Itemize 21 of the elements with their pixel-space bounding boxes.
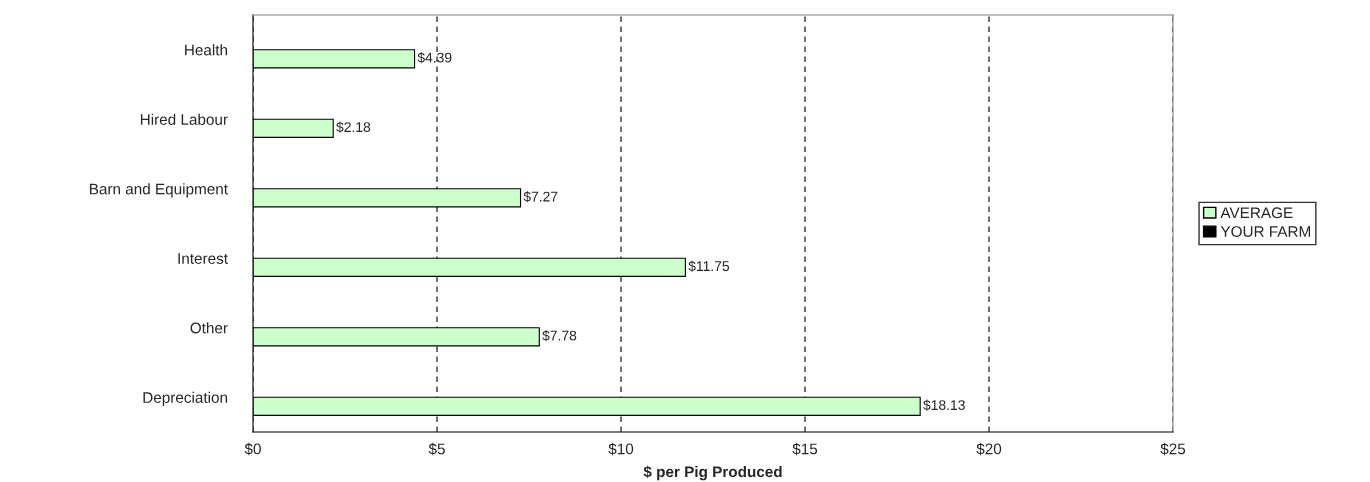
legend-label: AVERAGE xyxy=(1220,207,1293,219)
data-label: $7.27 xyxy=(523,191,558,203)
x-tick-label: $0 xyxy=(244,442,261,456)
data-label: $11.75 xyxy=(688,260,730,272)
y-tick-label: Other xyxy=(190,322,228,334)
data-label: $18.13 xyxy=(923,399,965,411)
y-tick-label: Depreciation xyxy=(143,391,228,406)
data-label: $7.78 xyxy=(542,330,577,342)
x-tick-label: $5 xyxy=(428,442,445,456)
x-tick-label: $15 xyxy=(792,442,818,456)
x-tick-label: $20 xyxy=(976,442,1002,456)
data-label: $2.18 xyxy=(336,121,371,133)
y-tick-label: Interest xyxy=(178,253,228,264)
y-tick-label: Barn and Equipment xyxy=(89,183,228,198)
x-axis-title: $ per Pig Produced xyxy=(643,465,782,481)
data-label: $4.39 xyxy=(417,52,452,64)
x-tick-label: $10 xyxy=(608,442,634,456)
y-tick-label: Hired Labour xyxy=(140,113,228,125)
legend-label: YOUR FARM xyxy=(1220,226,1310,238)
y-tick-label: Health xyxy=(185,44,228,56)
x-tick-label: $25 xyxy=(1160,442,1186,456)
